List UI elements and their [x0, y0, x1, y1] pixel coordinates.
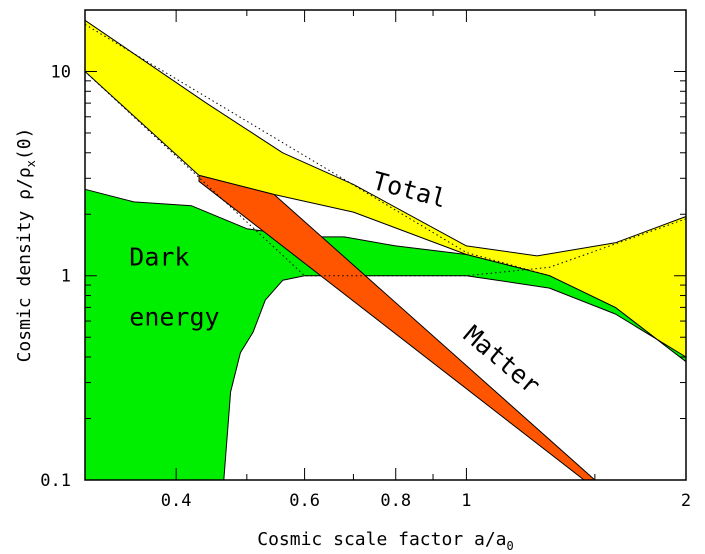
y-tick-label: 0.1 [40, 471, 71, 491]
y-tick-label: 10 [51, 62, 71, 82]
dark-energy-label-line2: energy [129, 303, 219, 332]
y-axis-title-suffix: (0) [14, 128, 35, 161]
ticks-layer: 0.4 0.6 0.8 1 2 0.1 1 10 [40, 9, 691, 511]
plot-frame [84, 9, 687, 481]
y-axis-title-subscript: x [24, 160, 38, 167]
x-tick-label: 0.6 [289, 491, 320, 511]
dark-energy-label-line1: Dark [129, 243, 189, 272]
y-tick-label: 1 [61, 267, 71, 287]
x-axis-title: Cosmic scale factor a/a0 [257, 529, 513, 553]
x-axis-title-main: Cosmic scale factor a/a [257, 529, 506, 550]
y-axis-title-main: Cosmic density ρ/ρ [14, 167, 35, 362]
x-tick-label: 0.8 [380, 491, 411, 511]
dark-energy-band [84, 188, 687, 481]
x-tick-label: 0.4 [161, 491, 192, 511]
x-tick-label: 2 [681, 491, 691, 511]
y-axis-title: Cosmic density ρ/ρx(0) [14, 128, 38, 363]
x-axis-title-subscript: 0 [507, 539, 514, 553]
x-tick-label: 1 [461, 491, 471, 511]
